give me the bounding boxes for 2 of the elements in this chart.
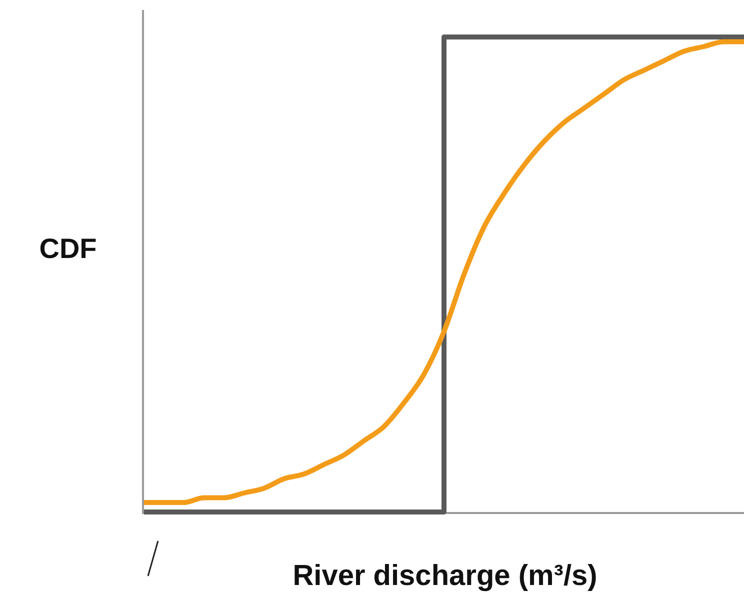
x-axis-title: River discharge (m³/s)	[292, 560, 598, 592]
y-axis-title: CDF	[39, 233, 97, 264]
